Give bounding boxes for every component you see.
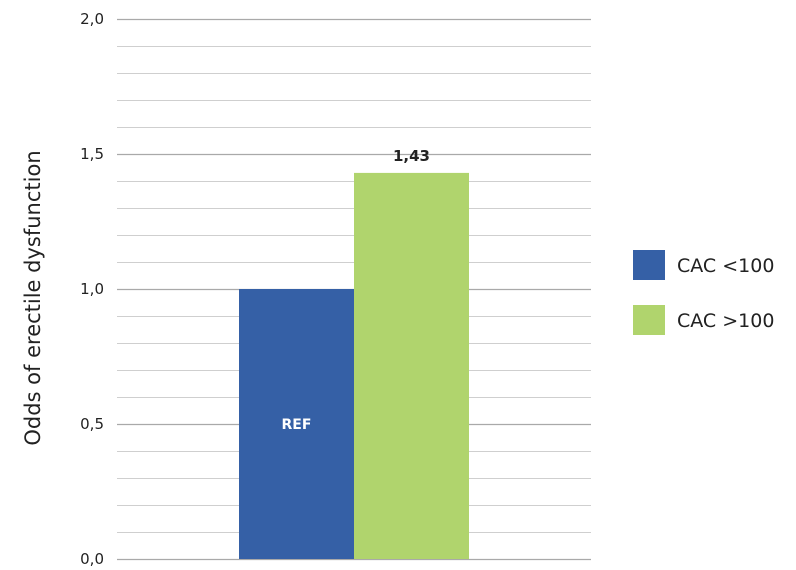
legend-swatch	[633, 250, 665, 280]
data-labels: REF 1,43	[282, 147, 430, 433]
legend-label: CAC <100	[677, 255, 774, 277]
y-tick-label: 1,0	[80, 280, 104, 298]
y-axis-ticks: 0,0 0,5 1,0 1,5 2,0	[80, 10, 104, 568]
legend-label: CAC >100	[677, 310, 774, 332]
y-axis-label: Odds of erectile dysfunction	[21, 150, 45, 445]
bars	[239, 172, 469, 559]
y-tick-label: 2,0	[80, 10, 104, 28]
data-label: 1,43	[393, 147, 430, 165]
y-tick-label: 1,5	[80, 145, 104, 163]
legend: CAC <100 CAC >100	[633, 250, 774, 335]
y-tick-label: 0,0	[80, 550, 104, 568]
data-label: REF	[282, 417, 312, 433]
legend-swatch	[633, 305, 665, 335]
bar	[354, 172, 469, 559]
y-tick-label: 0,5	[80, 415, 104, 433]
bar	[239, 289, 354, 559]
